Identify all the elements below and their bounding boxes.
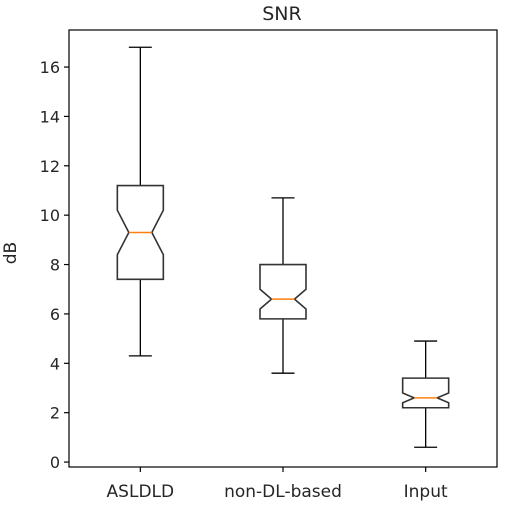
- y-tick-label: 10: [40, 206, 60, 225]
- x-tick-label: Input: [404, 482, 448, 502]
- box: [259, 263, 307, 320]
- y-tick-label: 2: [50, 404, 60, 423]
- y-axis-label: dB: [1, 242, 21, 264]
- x-tick-label: ASLDLD: [107, 482, 175, 502]
- y-tick-label: 0: [50, 453, 60, 472]
- box: [401, 377, 450, 409]
- y-tick-label: 6: [50, 305, 60, 324]
- y-tick-label: 14: [40, 107, 60, 126]
- y-tick-label: 8: [50, 256, 60, 275]
- chart-title: SNR: [262, 3, 301, 25]
- y-tick-label: 12: [40, 157, 60, 176]
- x-tick-label: non-DL-based: [224, 482, 342, 502]
- box: [116, 184, 165, 281]
- y-tick-label: 16: [40, 58, 60, 77]
- y-tick-label: 4: [50, 354, 60, 373]
- plot-area: 0 2 4 6 8 10 12 14 16 ASLDLD non-DL-based Input: [40, 29, 498, 502]
